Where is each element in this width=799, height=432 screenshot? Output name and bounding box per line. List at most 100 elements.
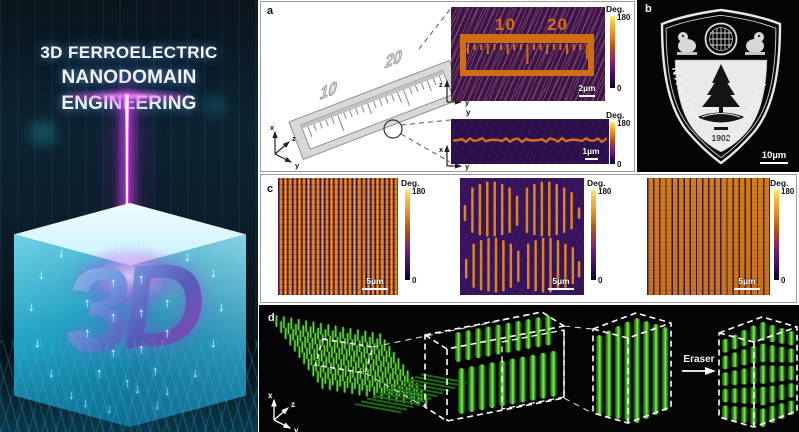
up-arrow: ↑ <box>164 325 171 340</box>
colorbar-gradient <box>610 16 615 88</box>
panel-c: c 5µm Deg. 180 0 5µm <box>260 174 797 303</box>
scalebar-5um-bar <box>362 287 388 290</box>
cover-art-panel: 3D FERROELECTRIC NANODOMAIN ENGINEERING … <box>0 0 258 432</box>
open-book <box>697 112 745 130</box>
up-arrow: ↑ <box>110 275 117 290</box>
axis-label-z: z <box>291 400 295 409</box>
shield-inner-outline <box>665 14 777 159</box>
axis-label-x: x <box>268 391 273 400</box>
up-arrow: ↑ <box>84 295 91 310</box>
colorbar-gradient <box>405 190 410 280</box>
scalebar-5um: 5µm <box>732 277 762 290</box>
panel-d-scene: d <box>268 311 798 432</box>
scalebar-2um: 2µm <box>575 84 599 97</box>
panel-a-schematic: 10 20 x z y z y <box>270 7 471 171</box>
zoom-box-3 <box>718 316 798 428</box>
panel-a-label: a <box>267 5 274 17</box>
panel-b: b <box>637 0 799 172</box>
axis-label-y: y <box>465 162 470 171</box>
cover-title: 3D FERROELECTRIC NANODOMAIN ENGINEERING <box>0 40 258 117</box>
bokeh-dot <box>205 95 225 115</box>
axes-schematic <box>272 130 293 163</box>
up-arrow: ↑ <box>110 309 117 324</box>
colorbar-max: 180 <box>617 13 631 22</box>
up-arrow: ↑ <box>152 363 159 378</box>
axes-panel-d <box>271 398 292 429</box>
colorbar-gradient <box>774 190 779 280</box>
axis-label-y: y <box>295 161 300 170</box>
scalebar-1um-label: 1µm <box>582 146 600 157</box>
panel-d: d <box>259 305 799 432</box>
scalebar-2um-bar <box>579 94 595 97</box>
scalebar-5um: 5µm <box>546 277 576 290</box>
down-arrow: ↓ <box>134 381 141 396</box>
colorbar-min: 0 <box>617 160 622 169</box>
up-arrow: ↑ <box>138 341 145 356</box>
written-lines-overlay <box>463 181 581 293</box>
down-arrow: ↓ <box>106 401 113 416</box>
pfm-number-10: 10 <box>495 15 516 34</box>
selection-dashed-square <box>314 338 374 374</box>
up-arrow: ↑ <box>164 295 171 310</box>
schematic-number-10: 10 <box>318 76 339 104</box>
up-arrow: ↑ <box>138 271 145 286</box>
pfm-sparse-grating: 5µm <box>647 178 770 295</box>
up-arrow: ↑ <box>96 365 103 380</box>
panel-d-label: d <box>268 312 275 324</box>
down-arrow: ↓ <box>38 267 45 282</box>
eraser-label: Eraser <box>683 354 714 365</box>
axis-label-x: x <box>439 145 444 154</box>
ruler-schematic: 10 20 <box>288 45 465 160</box>
scalebar-5um-label: 5µm <box>366 276 384 287</box>
scalebar-5um-bar <box>734 287 760 290</box>
colorbar-title: Deg. <box>606 4 625 14</box>
scalebar-5um-label: 5µm <box>552 276 570 287</box>
down-arrow: ↓ <box>110 237 117 252</box>
up-arrow: ↑ <box>84 325 91 340</box>
down-arrow: ↓ <box>138 235 145 250</box>
panel-a: a <box>260 1 635 172</box>
panel-c-label: c <box>267 183 274 195</box>
axes-top-image <box>444 79 463 105</box>
down-arrow: ↓ <box>48 365 55 380</box>
up-arrow: ↑ <box>124 375 131 390</box>
colorbar-max: 180 <box>617 119 631 128</box>
down-arrow: ↓ <box>28 299 35 314</box>
colorbar-c3: Deg. 180 0 <box>770 178 799 295</box>
colorbar-min: 0 <box>617 84 622 93</box>
bokeh-dot <box>30 120 56 146</box>
scalebar-10um-label: 10µm <box>761 150 787 162</box>
down-arrow: ↓ <box>184 249 191 264</box>
axis-label-z: z <box>439 80 443 89</box>
zoom-connector-lines <box>364 312 593 414</box>
zoom-box-2 <box>592 312 672 424</box>
circuit-board-texture <box>0 340 258 432</box>
colorbar-max: 180 <box>412 187 426 196</box>
axes-bottom-image <box>444 144 463 169</box>
zoom-box-1 <box>424 311 565 422</box>
down-arrow: ↓ <box>210 265 217 280</box>
colorbar-min: 0 <box>598 276 603 285</box>
axis-label-x: x <box>270 123 275 132</box>
seal-emblem <box>704 22 738 56</box>
scalebar-5um-bar <box>548 287 574 290</box>
lion-left <box>677 32 697 55</box>
colorbar-title: Deg. <box>401 178 420 188</box>
down-arrow: ↓ <box>164 383 171 398</box>
scalebar-1um-bar <box>584 157 598 160</box>
pfm-number-20: 20 <box>547 15 568 34</box>
lion-right <box>745 32 765 55</box>
down-arrow: ↓ <box>58 245 65 260</box>
scalebar-5um-label: 5µm <box>738 276 756 287</box>
unwritten-tracks <box>354 373 468 414</box>
colorbar-a-top: Deg. 180 0 <box>606 4 638 98</box>
schematic-number-20: 20 <box>383 45 404 73</box>
pfm-dense-grating: 5µm <box>278 178 398 295</box>
cover-title-line1: 3D FERROELECTRIC <box>40 43 218 62</box>
axis-label-y: y <box>465 98 470 107</box>
down-arrow: ↓ <box>210 335 217 350</box>
colorbar-a-bottom: Deg. 180 0 <box>606 110 638 170</box>
colorbar-gradient <box>591 190 596 280</box>
seal-year: 1902 <box>712 133 731 143</box>
up-arrow: ↑ <box>138 305 145 320</box>
